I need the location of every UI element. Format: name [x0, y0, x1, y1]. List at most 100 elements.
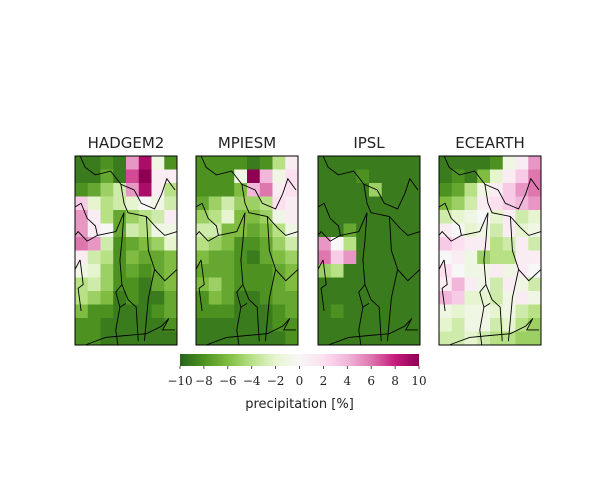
colorbar-tick-label: 8: [391, 374, 399, 388]
heatmap-cell: [318, 237, 332, 251]
heatmap-cell: [407, 277, 421, 292]
heatmap-cell: [285, 237, 299, 251]
heatmap-cell: [490, 277, 504, 292]
border-line: [218, 212, 246, 236]
heatmap-cell: [126, 277, 140, 292]
heatmap-cell: [138, 291, 152, 305]
heatmap-cell: [502, 277, 516, 292]
heatmap-cell: [100, 250, 114, 265]
heatmap-cell: [259, 304, 273, 319]
heatmap-cell: [515, 169, 529, 184]
heatmap-cell: [285, 183, 299, 197]
heatmap-cell: [164, 183, 178, 197]
heatmap-cell: [330, 183, 344, 197]
heatmap-cell: [113, 156, 127, 170]
heatmap-cell: [221, 304, 235, 319]
heatmap-cell: [381, 156, 395, 170]
heatmap-cell: [87, 237, 101, 251]
colorbar-tick-label: 4: [343, 374, 351, 388]
country-borders: [438, 155, 542, 346]
heatmap-cell: [477, 183, 491, 197]
heatmap-cell: [138, 156, 152, 170]
heatmap-cell: [272, 277, 286, 292]
heatmap-cell: [113, 291, 127, 305]
heatmap-cell: [369, 318, 383, 332]
border-line: [461, 212, 489, 236]
heatmap-cell: [439, 291, 453, 305]
heatmap-cell: [247, 264, 261, 278]
border-line: [195, 259, 202, 270]
heatmap-cell: [407, 264, 421, 278]
heatmap-cell: [196, 250, 210, 265]
heatmap-cell: [356, 223, 370, 238]
heatmap-cell: [100, 277, 114, 292]
heatmap-cell: [439, 169, 453, 184]
heatmap-cell: [369, 210, 383, 224]
heatmap-cell: [477, 237, 491, 251]
heatmap-cell: [464, 156, 478, 170]
heatmap-cell: [330, 277, 344, 292]
heatmap-cell: [208, 223, 222, 238]
heatmap-cell: [356, 318, 370, 332]
heatmap-cell: [394, 250, 408, 265]
heatmap-cell: [138, 250, 152, 265]
heatmap-cell: [259, 264, 273, 278]
panel-mpiesm: MPIESM: [195, 134, 299, 346]
heatmap-cell: [318, 250, 332, 265]
heatmap-cell: [196, 277, 210, 292]
heatmap-cell: [126, 237, 140, 251]
heatmap-cell: [515, 318, 529, 332]
heatmap-cell: [138, 304, 152, 319]
heatmap-cell: [464, 331, 478, 346]
heatmap-cell: [247, 210, 261, 224]
colorbar-tick-label: 2: [320, 374, 328, 388]
heatmap-cell: [451, 318, 465, 332]
heatmap-cell: [247, 291, 261, 305]
heatmap-cell: [407, 331, 421, 346]
heatmap-cell: [138, 196, 152, 211]
heatmap-cell: [356, 331, 370, 346]
border-line: [397, 269, 421, 282]
heatmap-cell: [87, 264, 101, 278]
heatmap-cell: [138, 237, 152, 251]
heatmap-cell: [234, 277, 248, 292]
heatmap-cell: [285, 196, 299, 211]
heatmap-cell: [208, 304, 222, 319]
heatmap-cell: [259, 277, 273, 292]
heatmap-cell: [318, 223, 332, 238]
heatmap-cell: [407, 196, 421, 211]
border-line: [483, 212, 493, 300]
heatmap-cell: [515, 277, 529, 292]
heatmap-cell: [528, 250, 542, 265]
heatmap-cell: [464, 318, 478, 332]
heatmap-cell: [381, 196, 395, 211]
border-line: [200, 155, 297, 210]
heatmap-cell: [208, 196, 222, 211]
heatmap-cell: [75, 250, 89, 265]
heatmap-cell: [451, 237, 465, 251]
heatmap-cell: [356, 169, 370, 184]
heatmap-cell: [208, 237, 222, 251]
colorbar-tick-label: 6: [367, 374, 375, 388]
heatmap-cell: [451, 223, 465, 238]
border-line: [206, 318, 296, 346]
heatmap-cell: [259, 183, 273, 197]
heatmap-cell: [272, 318, 286, 332]
heatmap-cell: [100, 318, 114, 332]
heatmap-cell: [113, 277, 127, 292]
heatmap-cell: [515, 156, 529, 170]
heatmap-cell: [439, 277, 453, 292]
heatmap-cell: [369, 237, 383, 251]
panel-frame: [317, 155, 421, 346]
heatmap-cell: [490, 291, 504, 305]
heatmap-cell: [138, 331, 152, 346]
heatmap-cell: [164, 156, 178, 170]
heatmap-cell: [272, 304, 286, 319]
heatmap-cell: [87, 318, 101, 332]
border-line: [74, 202, 98, 242]
heatmap-cells: [318, 156, 421, 346]
panel-title: ECEARTH: [455, 134, 524, 152]
heatmap-cell: [87, 210, 101, 224]
heatmap-cell: [343, 318, 357, 332]
colorbar-gradient: [180, 354, 419, 366]
